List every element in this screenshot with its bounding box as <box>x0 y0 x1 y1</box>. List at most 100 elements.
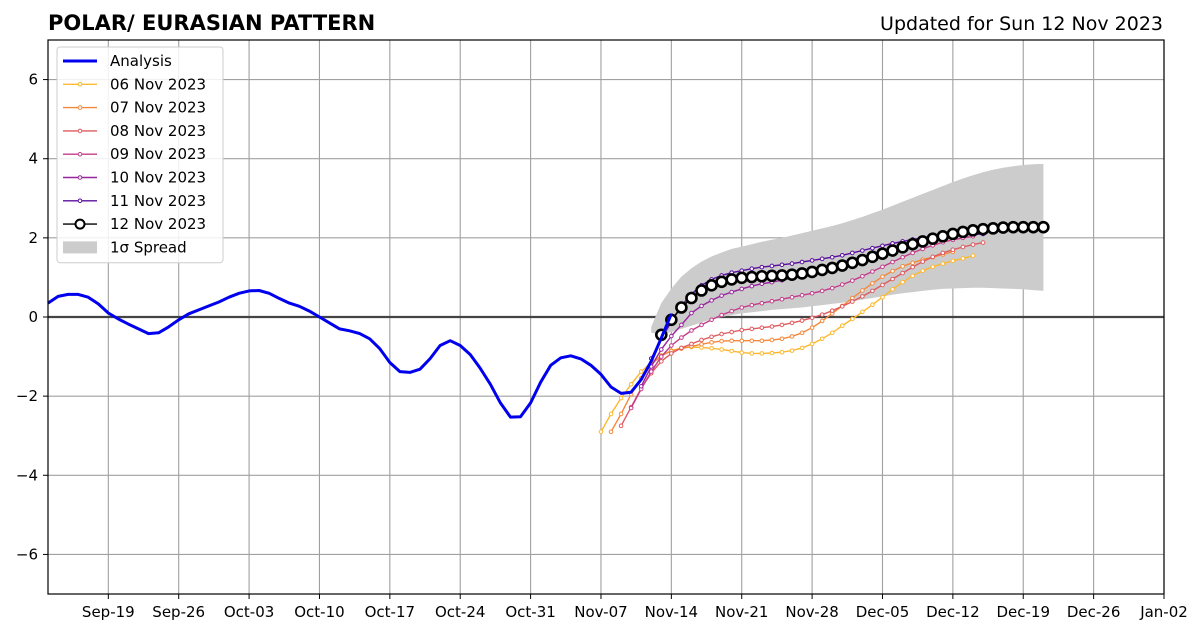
series-point <box>749 283 755 289</box>
series-point <box>749 266 755 272</box>
series-point <box>829 308 835 313</box>
series-point <box>658 347 664 352</box>
series-point <box>835 259 849 272</box>
series-point <box>839 252 845 258</box>
series-point <box>709 298 714 303</box>
series-point <box>759 351 765 356</box>
series-point <box>759 264 765 270</box>
series-point <box>819 336 825 342</box>
series-point <box>669 333 674 339</box>
series-point <box>850 295 855 301</box>
series-point <box>809 315 815 321</box>
legend-label: 1σ Spread <box>110 238 187 256</box>
series-point <box>699 322 704 328</box>
series-point <box>695 284 708 297</box>
series-point <box>1006 220 1020 234</box>
series-point <box>735 271 749 285</box>
legend-marker <box>77 82 83 87</box>
series-point <box>685 291 698 305</box>
series-point <box>799 345 805 351</box>
series-point <box>866 250 879 264</box>
series-point <box>705 279 718 292</box>
series-point <box>956 225 970 239</box>
series-point <box>638 383 644 389</box>
series-point <box>628 381 634 387</box>
series-point <box>829 285 835 291</box>
series-point <box>729 289 734 295</box>
legend-marker <box>74 218 86 230</box>
series-point <box>880 264 885 270</box>
series-point <box>739 305 745 310</box>
series-point <box>829 254 835 260</box>
series-point <box>870 281 875 286</box>
series-point <box>789 261 795 266</box>
series-point <box>715 275 728 289</box>
series-point <box>976 222 990 236</box>
series-point <box>608 411 614 417</box>
series-point <box>779 322 785 328</box>
series-point <box>699 337 704 343</box>
series-point <box>870 302 875 308</box>
series-point <box>779 296 785 302</box>
series-point <box>900 279 905 285</box>
x-tick-label: Oct-03 <box>224 603 274 621</box>
series-point <box>719 338 724 344</box>
series-point <box>799 330 805 336</box>
series-point <box>618 423 624 429</box>
series-point <box>876 247 889 260</box>
series-point <box>900 270 905 276</box>
series-point <box>916 235 930 248</box>
series-point <box>779 336 785 342</box>
series-point <box>769 337 775 343</box>
series-point <box>739 286 745 292</box>
series-point <box>930 254 936 260</box>
series-point <box>910 250 915 256</box>
series-point <box>940 250 946 256</box>
x-tick-label: Oct-31 <box>505 603 555 621</box>
series-point <box>769 263 775 269</box>
legend-label: 06 Nov 2023 <box>110 75 206 93</box>
series-point <box>739 327 745 333</box>
series-point <box>900 254 905 260</box>
series-point <box>1026 220 1040 234</box>
series-point <box>860 294 865 299</box>
series-point <box>960 256 966 261</box>
series-point <box>805 265 819 279</box>
series-point <box>755 269 769 283</box>
series-point <box>749 326 755 332</box>
series-point <box>880 282 885 288</box>
legend-marker <box>77 151 83 157</box>
series-point <box>950 258 956 264</box>
y-tick-label: 2 <box>28 229 38 247</box>
series-point <box>745 270 759 284</box>
analysis-line <box>47 289 673 419</box>
legend-marker <box>77 198 83 204</box>
series-point <box>729 348 734 354</box>
legend-marker <box>77 128 83 134</box>
series-point <box>679 322 684 328</box>
series-point <box>689 328 694 333</box>
series-point <box>719 331 724 337</box>
x-tick-label: Nov-28 <box>785 603 838 621</box>
series-point <box>719 312 724 318</box>
series-point <box>860 288 865 293</box>
legend-label: 10 Nov 2023 <box>110 169 206 187</box>
series-point <box>815 263 829 277</box>
series-point <box>920 259 926 264</box>
series-point <box>896 241 909 254</box>
series-point <box>946 227 960 241</box>
series-point <box>910 273 915 279</box>
series-point <box>779 262 785 268</box>
series-point <box>729 338 734 344</box>
series-point <box>789 320 795 326</box>
series-point <box>809 258 815 263</box>
series-point <box>789 348 795 353</box>
series-point <box>765 269 779 283</box>
series-point <box>679 345 684 351</box>
series-point <box>970 253 976 258</box>
series-point <box>749 302 755 308</box>
series-point <box>829 330 835 336</box>
series-point <box>809 341 815 347</box>
legend-marker <box>77 175 83 180</box>
series-point <box>860 309 865 315</box>
